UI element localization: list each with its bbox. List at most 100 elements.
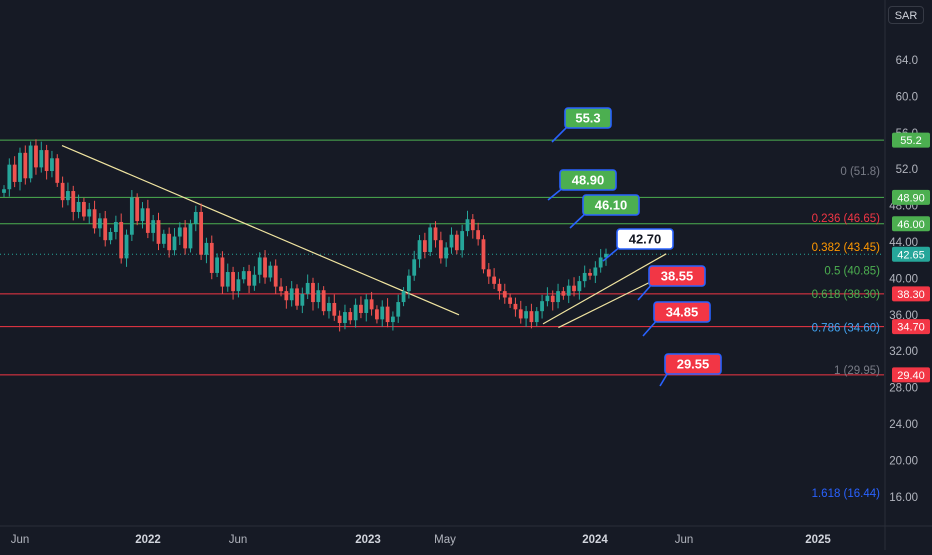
target-callout-box[interactable]	[648, 265, 706, 287]
candle-body	[369, 299, 374, 310]
candle-body	[454, 234, 459, 251]
candle-body	[12, 164, 17, 182]
x-tick-label: 2024	[582, 534, 608, 546]
target-labels: 55.3 48.90 46.10 42.70 38.55 34.85 29.55	[547, 107, 722, 387]
fib-level-label: 0 (51.8)	[840, 166, 880, 178]
candle-body	[364, 299, 369, 313]
candle-body	[518, 309, 523, 319]
target-callout-box[interactable]	[653, 301, 711, 323]
candles	[2, 139, 608, 332]
candle-body	[593, 267, 598, 276]
candle-body	[604, 253, 608, 258]
target-callout-box[interactable]	[559, 169, 617, 191]
candle-body	[252, 274, 257, 286]
candle-body	[145, 208, 150, 233]
candle-body	[241, 271, 246, 280]
candle-body	[236, 279, 241, 292]
candle-body	[465, 219, 470, 232]
candle-body	[220, 257, 225, 287]
candle-body	[556, 291, 560, 303]
candle-body	[97, 218, 102, 229]
candle-body	[119, 221, 124, 259]
candle-body	[417, 240, 422, 260]
time-axis: Jun 2022 Jun 2023 May 2024 Jun 2025	[11, 534, 832, 546]
candle-body	[497, 283, 502, 292]
candle-body	[209, 242, 214, 273]
x-tick-label: Jun	[229, 534, 248, 546]
candle-body	[502, 291, 507, 298]
candle-body	[449, 234, 454, 248]
last-price-badge	[892, 246, 930, 262]
candle-body	[332, 302, 337, 316]
candle-body	[28, 145, 33, 179]
candle-body	[396, 302, 401, 317]
candle-body	[406, 275, 411, 292]
y-tick-label: 52.0	[896, 164, 918, 176]
target-callout-box[interactable]	[616, 228, 674, 250]
price-level-badge-label: 38.30	[897, 289, 925, 301]
y-tick-label: 36.00	[889, 310, 918, 322]
candle-body	[385, 306, 390, 323]
candle-body	[327, 302, 331, 312]
candle-body	[2, 189, 6, 193]
price-level-badge	[892, 367, 930, 383]
candle-body	[268, 265, 273, 278]
candle-body	[76, 201, 81, 212]
candle-body	[588, 272, 592, 276]
candle-body	[284, 291, 289, 301]
fib-level-label: 0.382 (43.45)	[812, 242, 881, 254]
x-tick-label: 2025	[805, 534, 831, 546]
candle-body	[60, 182, 65, 201]
currency-badge[interactable]: SAR	[888, 6, 924, 24]
candle-body	[113, 221, 118, 232]
candle-body	[508, 297, 513, 304]
trend-line[interactable]	[61, 144, 460, 316]
x-tick-label: Jun	[675, 534, 694, 546]
y-tick-label: 16.00	[889, 492, 918, 504]
candle-body	[183, 227, 188, 249]
candle-body	[534, 311, 539, 323]
candle-body	[438, 240, 443, 259]
price-level-badge-label: 55.2	[900, 135, 921, 147]
candle-body	[540, 301, 544, 312]
candle-body	[92, 209, 97, 229]
target-callout-box[interactable]	[664, 353, 722, 375]
candle-body	[572, 285, 576, 292]
candle-body	[295, 288, 299, 306]
candle-body	[428, 227, 433, 253]
price-level-badge-label: 34.70	[897, 322, 925, 334]
price-level-badge	[892, 286, 930, 302]
candle-body	[545, 295, 550, 302]
target-callout-label: 34.85	[666, 305, 699, 320]
fib-level-label: 0.618 (38.30)	[812, 289, 881, 301]
target-callout-box[interactable]	[564, 107, 612, 129]
candle-body	[188, 223, 193, 249]
candle-body	[108, 231, 113, 241]
candle-body	[598, 257, 603, 268]
candle-body	[375, 309, 379, 320]
candle-body	[359, 304, 363, 313]
y-tick-label: 40.00	[889, 273, 918, 285]
candle-body	[151, 220, 156, 233]
candle-body	[529, 311, 534, 323]
candle-body	[50, 158, 54, 172]
trend-line[interactable]	[542, 253, 667, 325]
price-level-badge-label: 46.00	[897, 219, 925, 231]
candle-body	[433, 227, 438, 241]
candle-body	[66, 191, 70, 201]
target-callout-label: 55.3	[575, 111, 600, 126]
candle-body	[481, 239, 486, 270]
candle-body	[566, 285, 571, 296]
price-level-badge	[892, 319, 930, 335]
candle-body	[18, 152, 22, 182]
price-level-badge-label: 29.40	[897, 370, 925, 382]
candle-body	[561, 291, 566, 296]
candle-body	[263, 257, 267, 278]
candle-body	[103, 218, 108, 241]
candle-body	[87, 209, 92, 217]
x-tick-label: 2023	[355, 534, 381, 546]
target-callout-box[interactable]	[582, 194, 640, 216]
candle-body	[172, 236, 177, 251]
